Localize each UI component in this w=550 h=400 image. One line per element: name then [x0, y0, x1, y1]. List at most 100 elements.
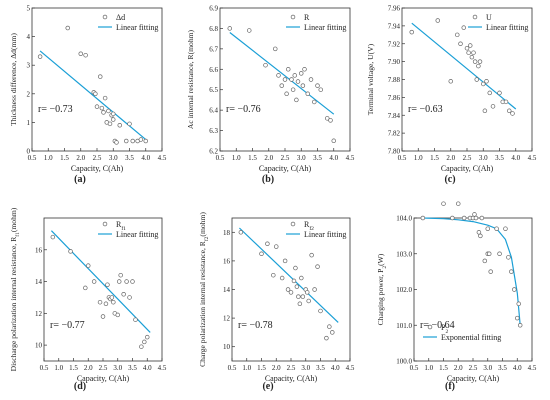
y-tick-label: 7.94: [388, 22, 401, 30]
y-tick-label: 1: [27, 119, 31, 127]
x-axis-label: Capacity, C(Ah): [71, 164, 124, 173]
chart-panel-c: 0.5 1.0 1.5 2.0 2.5 3.0 3.5 4.0 4.5 7.80 7.82 7.84 7…: [366, 5, 537, 186]
data-point: [127, 295, 132, 300]
data-point: [458, 41, 463, 46]
data-point: [300, 83, 306, 88]
data-point: [448, 79, 454, 84]
x-tick-label: 4.0: [143, 364, 152, 372]
data-point: [292, 73, 298, 78]
data-point: [118, 272, 123, 278]
y-tick-label: 104.0: [396, 215, 412, 223]
data-point: [289, 77, 294, 82]
data-point: [284, 91, 289, 97]
x-tick-label: 1.0: [54, 364, 63, 372]
data-point: [123, 138, 129, 144]
data-point: [294, 97, 299, 103]
chart-panel-d: 0.5 1.0 1.5 2.0 2.5 3.0 3.5 4.0 4.5 10 12 14 16 Capac…: [9, 207, 167, 392]
data-point: [469, 54, 475, 60]
x-tick-label: 4.0: [513, 364, 522, 372]
x-tick-label: 0.5: [28, 154, 37, 162]
data-point: [91, 279, 97, 284]
data-point: [494, 226, 499, 231]
x-axis-label: Capacity, C(Ah): [259, 164, 312, 173]
data-point: [65, 25, 70, 31]
legend-series-label: U: [486, 13, 492, 22]
panel-label: (e): [262, 381, 273, 392]
x-tick-label: 3.5: [495, 154, 504, 162]
x-tick-label: 2.5: [469, 364, 478, 372]
panel-label: (d): [74, 381, 86, 392]
x-tick-label: 2.5: [93, 154, 102, 162]
data-point: [481, 81, 486, 87]
data-point: [259, 251, 264, 257]
data-point: [304, 290, 310, 295]
y-tick-label: 7.84: [388, 112, 401, 120]
y-tick-label: 6.7: [209, 45, 218, 53]
data-point: [271, 272, 276, 278]
y-tick-label: 7.88: [388, 76, 401, 84]
data-point: [441, 201, 446, 206]
x-tick-label: 3.5: [125, 154, 134, 162]
data-point: [507, 108, 512, 114]
x-tick-label: 3.5: [128, 364, 137, 372]
data-point: [102, 95, 108, 101]
data-point: [473, 215, 479, 221]
data-point: [420, 215, 426, 221]
data-point: [291, 278, 297, 284]
data-point: [133, 317, 138, 322]
data-point: [312, 99, 317, 105]
y-tick-label: 7.86: [388, 94, 401, 102]
data-point: [145, 334, 150, 340]
data-point: [476, 63, 481, 69]
exponential-fit-line: [422, 217, 521, 326]
legend-marker: [102, 221, 108, 227]
data-point: [103, 301, 109, 307]
y-axis-label: Charging power, P2(W): [376, 253, 388, 325]
y-tick-label: 14: [223, 286, 231, 294]
x-tick-label: 0.5: [228, 364, 237, 372]
data-point: [276, 73, 281, 78]
data-point: [101, 110, 106, 115]
x-tick-label: 3.0: [297, 154, 306, 162]
y-tick-label: 2: [27, 90, 31, 98]
data-point: [328, 118, 333, 123]
data-point: [279, 83, 285, 88]
data-point: [479, 215, 485, 221]
data-point: [274, 244, 279, 249]
data-point: [110, 111, 116, 117]
y-tick-label: 16: [35, 246, 43, 254]
data-point: [227, 26, 233, 31]
data-point: [93, 91, 98, 97]
data-point: [127, 121, 132, 127]
data-point: [318, 87, 324, 92]
y-tick-label: 12: [35, 310, 43, 318]
y-tick-label: 6.5: [209, 86, 218, 94]
x-tick-label: 1.5: [248, 154, 257, 162]
x-tick-label: 2.0: [76, 154, 85, 162]
data-point: [450, 215, 455, 221]
x-tick-label: 2.0: [272, 364, 281, 372]
chart-panel-a: 0.5 1.0 1.5 2.0 2.5 3.0 3.5 4.0 4.5 0 1 2 3 4 5 Capacit…: [9, 5, 167, 186]
data-point: [99, 105, 105, 111]
y-tick-label: 7.90: [388, 58, 401, 66]
legend-marker: [102, 14, 108, 20]
data-point: [503, 99, 509, 105]
data-point: [300, 294, 306, 299]
correlation-label: r= −0.64: [420, 320, 455, 331]
data-point: [486, 251, 492, 257]
data-point: [488, 269, 493, 274]
x-tick-label: 4.5: [528, 154, 537, 162]
y-tick-label: 10: [223, 343, 231, 351]
legend-series-label: Rf1: [116, 220, 126, 232]
data-point: [282, 77, 288, 82]
data-point: [330, 330, 335, 335]
panel-label: (c): [444, 174, 455, 185]
data-point: [116, 279, 122, 284]
data-point: [516, 301, 521, 307]
data-point: [279, 275, 285, 281]
x-tick-label: 4.0: [329, 154, 338, 162]
data-point: [327, 324, 332, 329]
data-point: [512, 287, 517, 292]
